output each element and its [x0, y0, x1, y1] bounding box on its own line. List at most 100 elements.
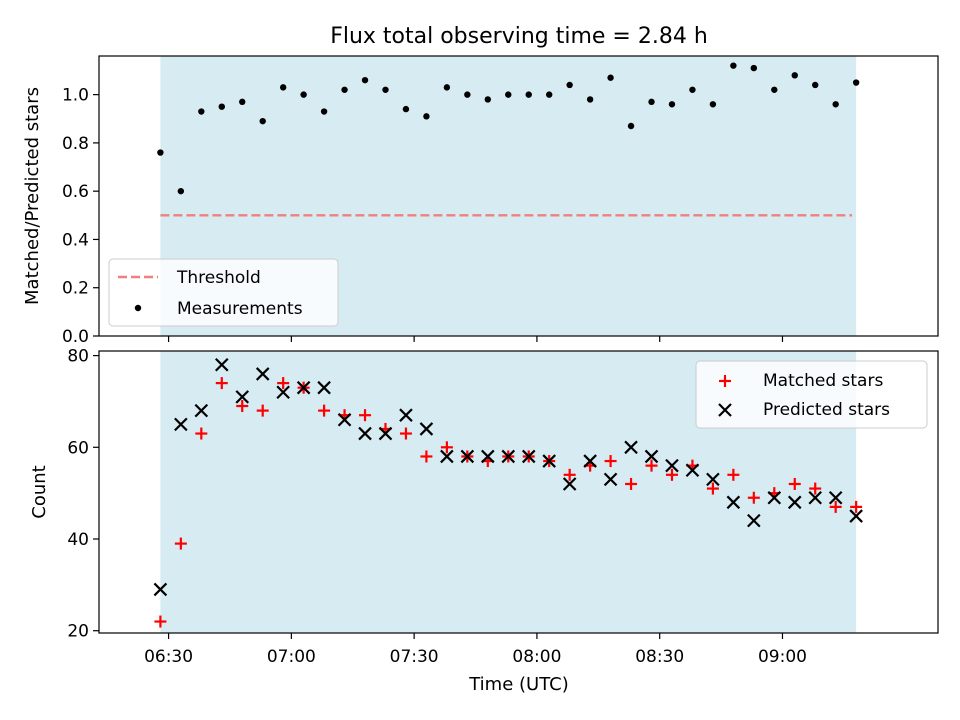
predicted-stars-point	[296, 380, 311, 395]
predicted-stars-point	[685, 463, 700, 477]
measurement-point	[648, 98, 655, 106]
measurement-point	[423, 113, 430, 120]
measurement-point	[443, 84, 451, 91]
predicted-stars-point	[378, 426, 393, 441]
legend-measurements-swatch	[134, 304, 142, 312]
x-axis-label: Time (UTC)	[468, 674, 569, 695]
matched-stars-point	[215, 377, 228, 390]
predicted-stars-point	[603, 472, 618, 487]
predicted-stars-point	[276, 385, 290, 400]
matched-stars-point	[563, 468, 576, 481]
y-tick-label: 0.4	[62, 230, 89, 250]
measurement-point	[668, 101, 676, 108]
measurement-point	[177, 187, 185, 195]
x-tick-label: 07:00	[267, 647, 316, 667]
measurement-point	[198, 108, 205, 115]
measurement-point	[730, 62, 737, 69]
measurement-point	[627, 122, 635, 130]
predicted-stars-point	[235, 390, 250, 404]
matched-stars-point	[706, 482, 719, 495]
matched-stars-point	[829, 500, 842, 513]
measurement-point	[525, 91, 532, 98]
predicted-stars-point	[583, 454, 597, 468]
matched-stars-point	[174, 537, 187, 550]
measurement-point	[464, 91, 471, 98]
legend-box	[108, 258, 339, 327]
predicted-stars-point	[399, 408, 413, 422]
predicted-stars-point	[849, 509, 863, 523]
predicted-stars-point	[440, 449, 454, 464]
predicted-stars-point	[767, 490, 782, 505]
measurement-point	[218, 103, 225, 110]
predicted-stars-point	[726, 495, 741, 510]
y-tick-label: 0.6	[62, 182, 89, 202]
measurement-point	[750, 64, 758, 72]
predicted-stars-point	[317, 380, 331, 395]
legend-box	[695, 360, 928, 429]
measurement-point	[812, 81, 819, 89]
y-tick-label: 20	[67, 622, 89, 642]
predicted-stars-point	[460, 449, 475, 464]
y-tick-label: 0.8	[62, 134, 89, 154]
y-tick-label: 60	[67, 438, 89, 458]
measurement-point	[382, 86, 389, 93]
axes-frame	[98, 55, 939, 337]
measurement-point	[402, 105, 410, 113]
predicted-stars-point	[153, 582, 168, 597]
x-tick-label: 07:30	[390, 647, 439, 667]
predicted-stars-point	[174, 417, 188, 432]
measurement-point	[586, 96, 594, 103]
matched-stars-point	[154, 615, 167, 628]
matched-stars-point	[727, 468, 740, 481]
matched-stars-point	[195, 427, 208, 440]
axes-frame	[98, 350, 939, 634]
matched-stars-point	[665, 468, 678, 481]
predicted-stars-point	[562, 477, 577, 491]
predicted-stars-point	[255, 367, 270, 381]
measurement-point	[852, 79, 860, 86]
matched-stars-point	[359, 409, 372, 422]
legend-label: Matched stars	[763, 371, 883, 391]
predicted-stars-point	[706, 472, 720, 487]
chart-title: Flux total observing time = 2.84 h	[330, 24, 708, 49]
matched-stars-point	[809, 482, 822, 495]
legend-label: Predicted stars	[763, 400, 890, 420]
predicted-stars-point	[787, 495, 802, 510]
measurement-point	[832, 101, 839, 108]
x-tick-label: 08:30	[635, 647, 684, 667]
legend-label: Threshold	[176, 268, 261, 288]
measurement-point	[320, 108, 328, 115]
predicted-stars-point	[358, 426, 372, 441]
measurement-point	[300, 91, 307, 98]
measurement-point	[566, 81, 573, 89]
predicted-stars-point	[665, 458, 679, 473]
legend-label: Measurements	[177, 299, 303, 319]
measurement-point	[279, 84, 287, 91]
measurement-point	[545, 91, 553, 98]
x-tick-label: 08:00	[512, 647, 561, 667]
y-tick-label: 0.0	[62, 327, 89, 347]
x-tick-label: 06:30	[144, 647, 193, 667]
matched-stars-point	[318, 404, 331, 417]
legend-predicted-swatch	[718, 403, 732, 417]
measurement-point	[259, 117, 266, 125]
measurement-point	[607, 74, 614, 81]
y-tick-label: 1.0	[62, 86, 89, 106]
measurement-point	[157, 149, 164, 156]
x-tick-label: 09:00	[758, 647, 807, 667]
bottom-panel: 20 40 60 80 Count 06:30 07:00 07:30 08:00 08:30 09…	[29, 347, 939, 667]
predicted-stars-point	[215, 357, 229, 372]
matched-stars-point	[420, 450, 433, 463]
y-tick-label: 0.2	[62, 279, 89, 299]
predicted-stars-point	[644, 449, 659, 464]
matched-stars-point	[645, 459, 658, 472]
measurement-point	[709, 101, 717, 108]
matched-stars-point	[747, 491, 760, 504]
matched-stars-point	[236, 400, 249, 413]
measurement-point	[361, 76, 369, 84]
measurement-point	[771, 86, 778, 93]
measurement-point	[505, 91, 512, 98]
matched-stars-point	[440, 441, 453, 454]
measurement-point	[484, 96, 492, 103]
matched-stars-point	[850, 500, 863, 513]
